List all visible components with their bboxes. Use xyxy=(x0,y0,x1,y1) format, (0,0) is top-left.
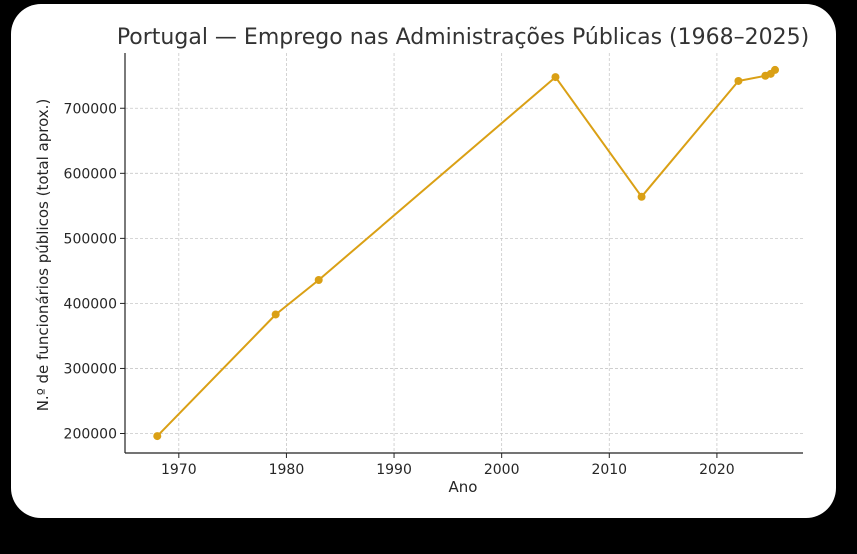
tick-labels: 1970 1980 1990 2000 2010 2020 200000 300000 4000… xyxy=(64,101,735,478)
x-tick-label: 2000 xyxy=(484,462,520,478)
y-tick-label: 500000 xyxy=(64,231,117,247)
data-point xyxy=(771,65,780,74)
x-tick-label: 1970 xyxy=(161,462,197,478)
y-tick-label: 600000 xyxy=(64,166,117,182)
x-tick-label: 1990 xyxy=(376,462,412,478)
chart-card: 1970 1980 1990 2000 2010 2020 200000 300000 4000… xyxy=(11,4,836,518)
line-chart: 1970 1980 1990 2000 2010 2020 200000 300000 4000… xyxy=(34,25,809,496)
axes xyxy=(120,53,803,458)
x-tick-label: 2020 xyxy=(699,462,735,478)
x-axis-label: Ano xyxy=(449,478,478,496)
grid xyxy=(125,53,803,453)
y-tick-label: 400000 xyxy=(64,296,117,312)
chart-title: Portugal — Emprego nas Administrações Pú… xyxy=(117,25,809,50)
data-point xyxy=(271,310,280,319)
data-point xyxy=(551,73,560,82)
y-tick-label: 700000 xyxy=(64,101,117,117)
x-tick-label: 1980 xyxy=(269,462,305,478)
data-point xyxy=(637,192,646,201)
y-axis-label: N.º de funcionários públicos (total apro… xyxy=(34,99,52,412)
y-tick-label: 300000 xyxy=(64,361,117,377)
x-tick-label: 2010 xyxy=(591,462,627,478)
y-tick-label: 200000 xyxy=(64,426,117,442)
data-point xyxy=(734,76,743,85)
data-point xyxy=(314,275,323,284)
data-point xyxy=(153,432,162,441)
series xyxy=(153,65,780,441)
series-line xyxy=(156,69,776,437)
